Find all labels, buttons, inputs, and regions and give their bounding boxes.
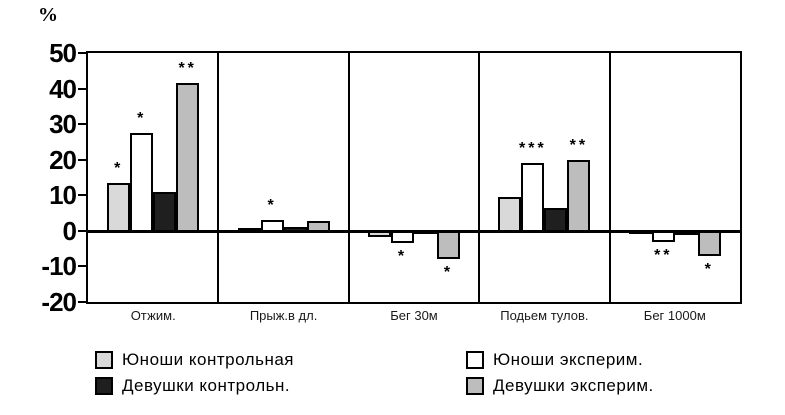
legend-item-yunoshi-kontrolnaya: Юноши контрольная bbox=[95, 350, 294, 369]
y-axis-tick-label: 30 bbox=[49, 109, 77, 140]
legend-label: Девушки контрольн. bbox=[122, 376, 291, 395]
x-category-label: Бег 1000м bbox=[643, 308, 706, 323]
y-axis-tick-mark bbox=[78, 52, 88, 54]
y-axis-tick-label: 50 bbox=[49, 38, 77, 68]
y-axis-tick-label: -20 bbox=[41, 287, 77, 317]
bar-3-cat-1 bbox=[153, 191, 177, 233]
legend-swatch-light-gray bbox=[95, 351, 113, 369]
x-category-label: Подьем тулов. bbox=[500, 308, 589, 323]
panel-separator-line bbox=[217, 53, 220, 302]
y-axis-tick-mark bbox=[78, 194, 88, 197]
bar-1-cat-4 bbox=[498, 197, 522, 233]
y-axis-tick-mark bbox=[78, 229, 88, 232]
significance-asterisks: * bbox=[267, 197, 277, 215]
significance-asterisks: * bbox=[443, 264, 454, 282]
significance-asterisks: ** bbox=[178, 60, 197, 78]
significance-asterisks: ** bbox=[569, 136, 589, 154]
legend-item-devushki-eksperim: Девушки эксперим. bbox=[466, 376, 654, 395]
x-category-label: Отжим. bbox=[130, 308, 176, 323]
significance-asterisks: * bbox=[704, 260, 714, 278]
significance-asterisks: * bbox=[397, 248, 408, 266]
significance-asterisks: ** bbox=[654, 246, 673, 264]
legend-swatch-gray bbox=[466, 377, 484, 395]
x-category-label: Прыж.в дл. bbox=[249, 308, 318, 323]
bar-2-cat-4 bbox=[521, 163, 545, 233]
panel-separator-line bbox=[608, 53, 611, 302]
legend-item-devushki-kontroln: Девушки контрольн. bbox=[95, 376, 291, 395]
legend-swatch-white bbox=[466, 351, 484, 369]
y-axis-tick-mark bbox=[78, 158, 88, 161]
zero-baseline bbox=[88, 229, 740, 233]
bar-4-cat-5 bbox=[697, 229, 721, 256]
bar-2-cat-1 bbox=[130, 133, 154, 233]
panel-separator-line bbox=[347, 53, 350, 302]
legend-label: Юноши контрольная bbox=[122, 350, 294, 369]
y-axis-tick-label: 40 bbox=[49, 73, 77, 104]
y-axis-tick-mark bbox=[78, 87, 88, 90]
significance-asterisks: *** bbox=[519, 140, 547, 158]
legend-swatch-black bbox=[95, 377, 113, 395]
significance-asterisks: * bbox=[114, 159, 124, 177]
legend-item-yunoshi-eksperim: Юноши эксперим. bbox=[466, 350, 644, 369]
y-axis-tick-label: -10 bbox=[41, 251, 77, 282]
y-axis-tick-label: 10 bbox=[49, 180, 77, 211]
y-axis-tick-mark bbox=[78, 265, 88, 268]
x-category-label: Бег 30м bbox=[390, 308, 438, 323]
y-axis-tick-mark bbox=[78, 123, 88, 126]
panel-separator-line bbox=[478, 53, 481, 302]
bar-4-cat-1 bbox=[176, 83, 200, 233]
y-axis-unit-label: % bbox=[38, 4, 58, 26]
legend-label: Юноши эксперим. bbox=[493, 350, 644, 369]
y-axis-tick-label: 0 bbox=[62, 215, 77, 246]
significance-asterisks: * bbox=[137, 110, 147, 128]
bar-1-cat-1 bbox=[107, 182, 131, 233]
legend-label: Девушки эксперим. bbox=[493, 376, 654, 395]
bar-4-cat-3 bbox=[437, 229, 460, 260]
y-axis-tick-mark bbox=[78, 301, 88, 303]
y-axis-tick-label: 20 bbox=[49, 144, 77, 175]
bar-4-cat-4 bbox=[567, 159, 591, 233]
